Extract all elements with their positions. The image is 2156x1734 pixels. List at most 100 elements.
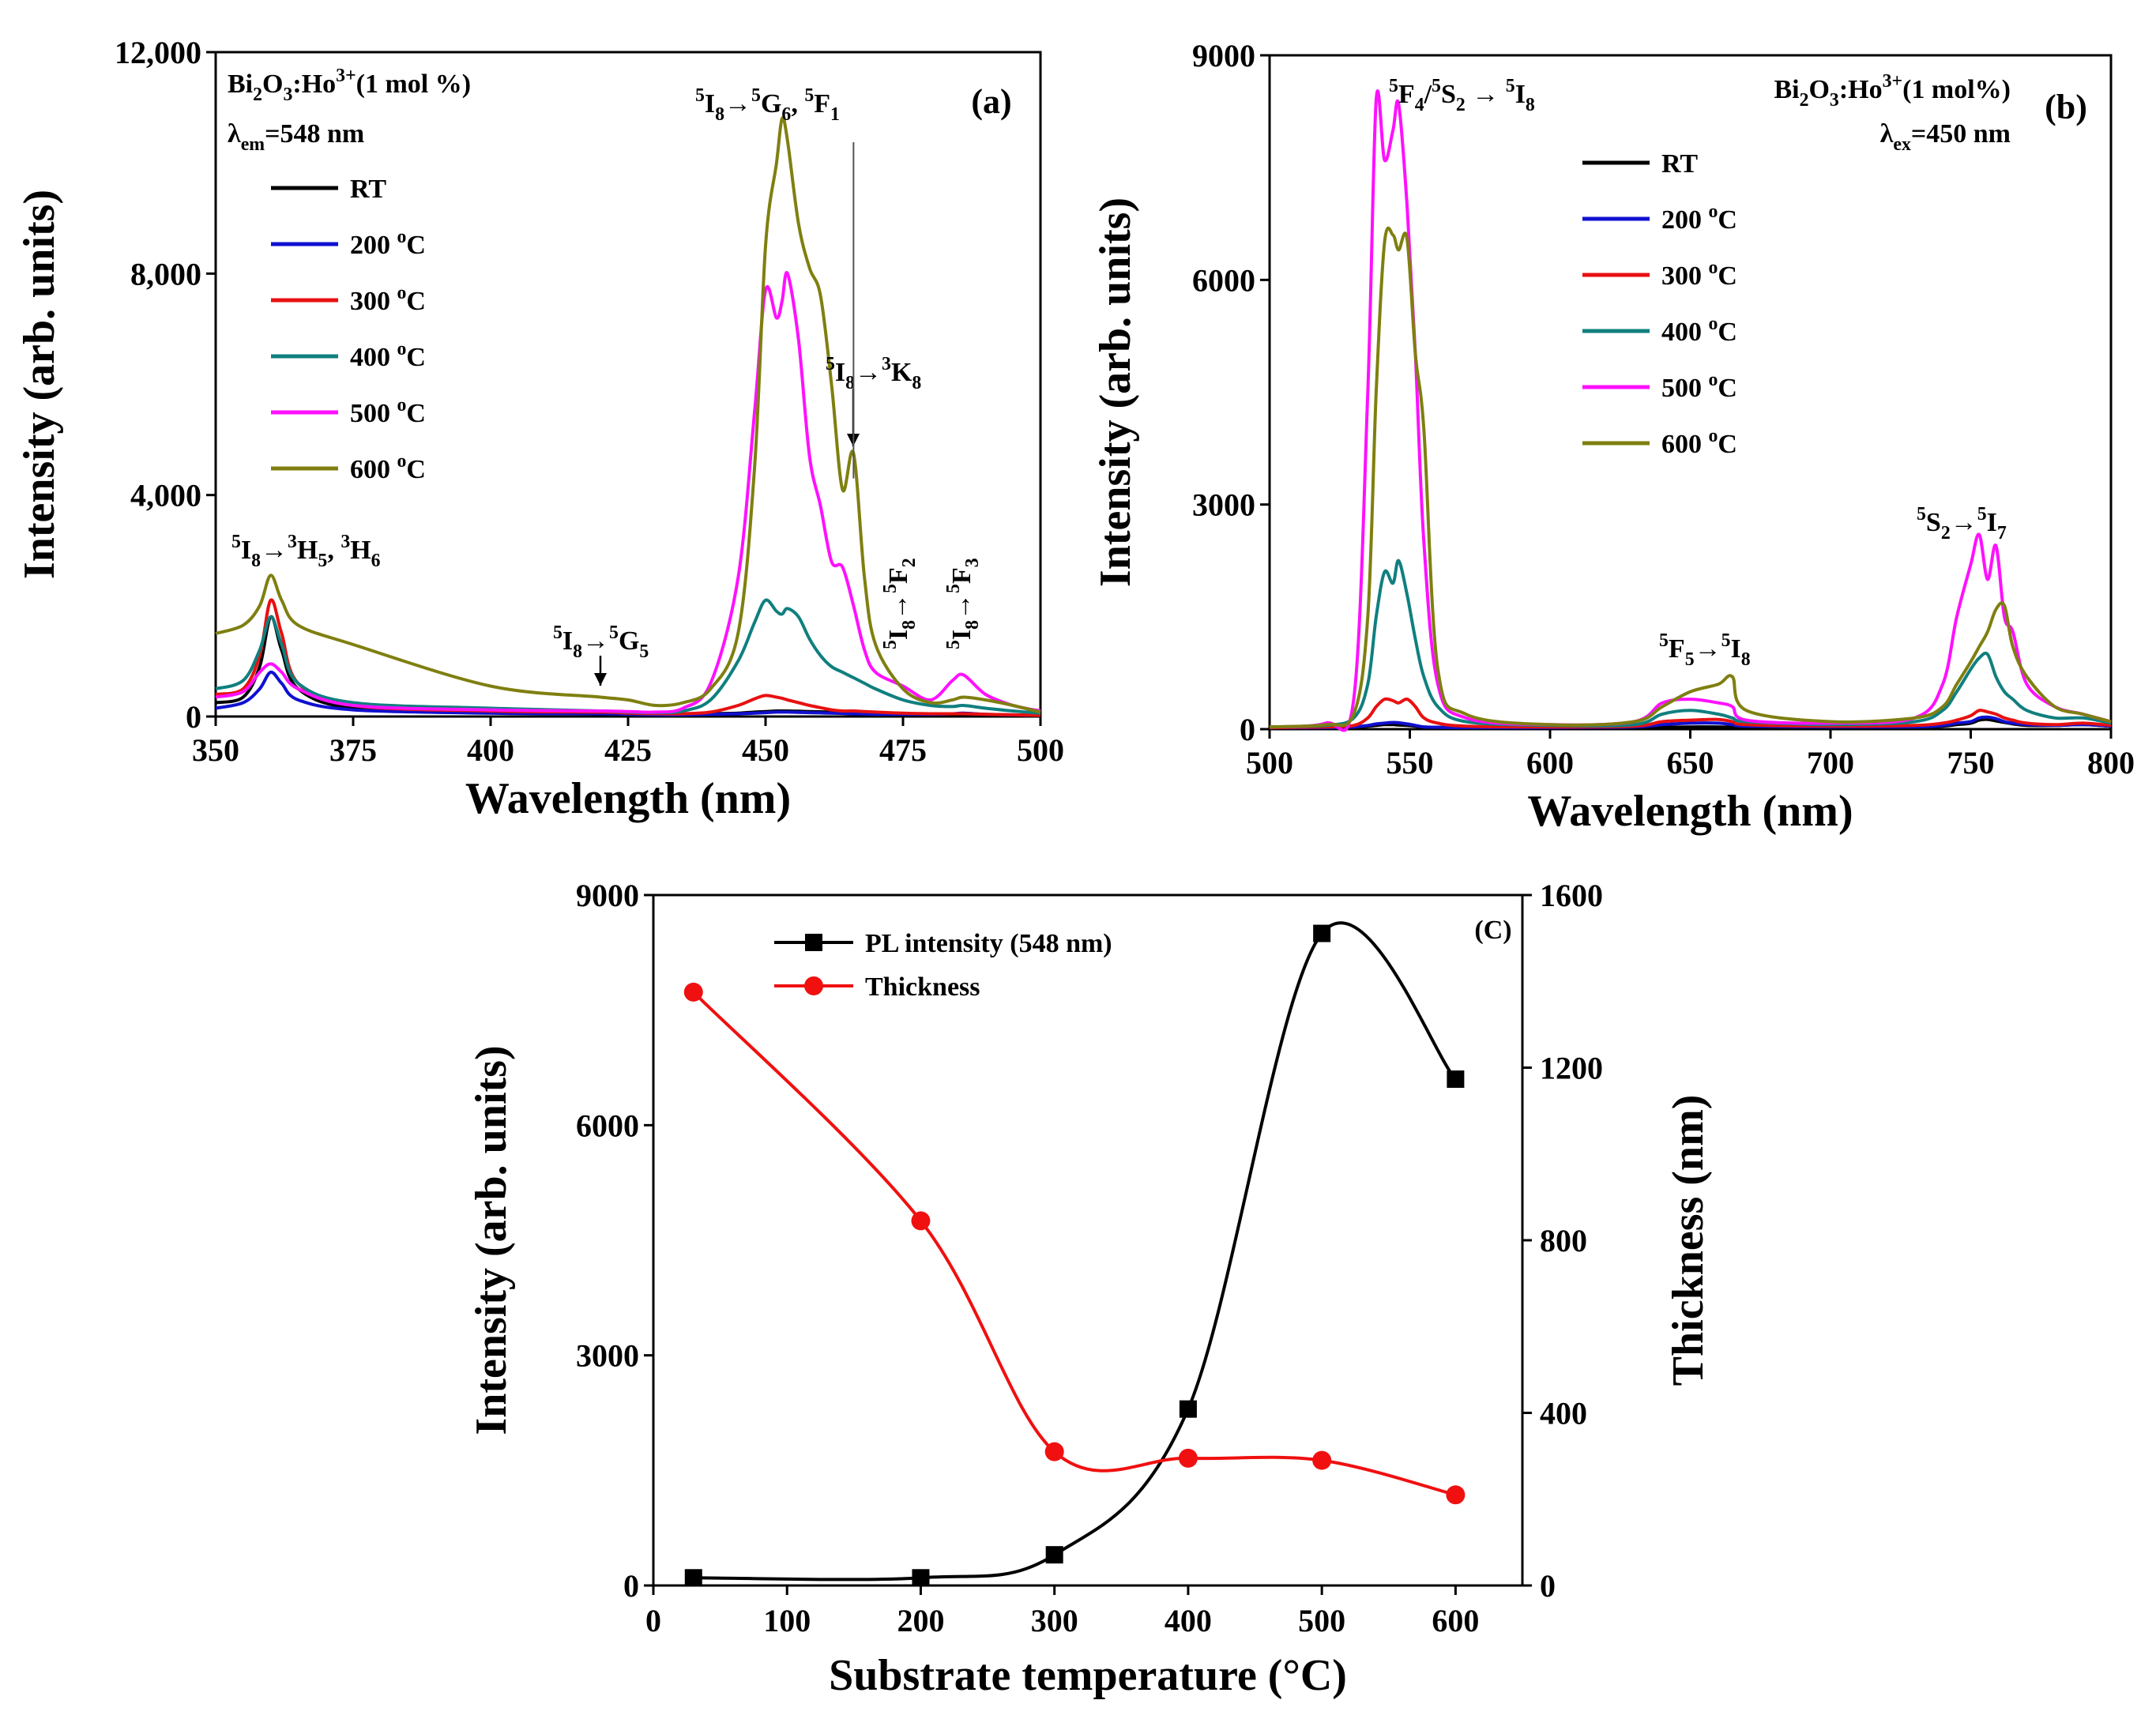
series-line-3: [1269, 697, 2112, 730]
series-line-2: [692, 991, 1456, 1497]
x-tick-label: 750: [1947, 745, 1995, 780]
annotation: 5S2→5I7: [1917, 504, 2007, 544]
x-tick-label: 700: [1807, 745, 1854, 780]
y2-tick-label: 800: [1540, 1223, 1587, 1258]
y-tick-label: 0: [1240, 712, 1255, 747]
legend-label: 500 oC: [1661, 370, 1737, 403]
y2-tick-label: 1600: [1540, 878, 1603, 913]
y-tick-label: 4,000: [130, 478, 201, 513]
series-line-1: [1269, 717, 2112, 730]
y-tick-label: 3000: [576, 1338, 639, 1374]
annotation: 5I8→5G6, 5F1: [695, 85, 840, 125]
data-point-circle: [1044, 1442, 1064, 1461]
legend-label: RT: [1661, 149, 1698, 179]
y-tick-label: 8,000: [130, 256, 201, 292]
x-axis-label: Wavelength (nm): [1527, 787, 1853, 836]
series-line-4: [215, 598, 1041, 715]
panel-label: (a): [971, 82, 1011, 121]
x-tick-label: 475: [879, 732, 927, 768]
y-tick-label: 0: [623, 1568, 639, 1604]
legend-label: Thickness: [865, 972, 980, 1002]
y-tick-label: 9000: [576, 878, 639, 913]
data-point-square: [1313, 924, 1331, 942]
y-axis-label: Intensity (arb. units): [1091, 197, 1140, 587]
y-tick-label: 9000: [1192, 38, 1255, 73]
legend-label: RT: [350, 175, 386, 204]
y2-axis-label: Thickness (nm): [1664, 1095, 1713, 1386]
x-tick-label: 400: [1165, 1603, 1212, 1638]
plot-frame: [652, 893, 1524, 1587]
y2-tick-label: 0: [1540, 1568, 1556, 1604]
x-tick-label: 425: [604, 732, 652, 768]
panel-label: (C): [1474, 916, 1511, 945]
sample-label: Bi2O3:Ho3+(1 mol%): [1774, 71, 2011, 111]
y-axis-label: Intensity (arb. units): [15, 190, 64, 579]
x-axis-label: Substrate temperature (°C): [829, 1651, 1347, 1700]
x-tick-label: 300: [1031, 1603, 1078, 1638]
x-tick-label: 450: [742, 732, 789, 768]
y-tick-label: 0: [186, 699, 201, 735]
data-point-square: [684, 1569, 702, 1587]
legend-label: 400 oC: [1661, 314, 1737, 347]
annotation: 5I8→5F3: [943, 558, 983, 649]
panel-label: (b): [2045, 88, 2087, 126]
data-point-square: [1179, 1400, 1197, 1418]
annotation: 5F4/5S2 → 5I8: [1389, 76, 1535, 115]
x-tick-label: 500: [1017, 732, 1064, 768]
annotation: 5I8→3H5, 3H6: [231, 532, 381, 571]
x-tick-label: 500: [1246, 745, 1293, 780]
x-tick-label: 600: [1432, 1603, 1479, 1638]
x-tick-label: 550: [1387, 745, 1434, 780]
x-tick-label: 600: [1526, 745, 1574, 780]
series-line-4: [1269, 559, 2112, 729]
sample-label: Bi2O3:Ho3+(1 mol %): [228, 66, 471, 105]
legend-label: 500 oC: [350, 395, 426, 428]
y2-tick-label: 1200: [1540, 1051, 1603, 1086]
x-tick-label: 100: [763, 1603, 811, 1638]
y-tick-label: 6000: [1192, 262, 1255, 298]
annotation: 5I8→5G5: [553, 623, 649, 662]
x-axis-label: Wavelength (nm): [465, 774, 791, 823]
y-tick-label: 6000: [576, 1108, 639, 1143]
condition-label: λex=450 nm: [1880, 119, 2011, 155]
x-tick-label: 0: [645, 1603, 661, 1638]
data-point-circle: [1312, 1450, 1332, 1470]
x-tick-label: 200: [897, 1603, 944, 1638]
data-point-square: [912, 1569, 930, 1587]
x-tick-label: 650: [1667, 745, 1714, 780]
legend-marker: [804, 976, 823, 995]
x-tick-label: 375: [329, 732, 377, 768]
legend-marker: [805, 934, 822, 951]
data-point-circle: [1178, 1448, 1198, 1468]
x-tick-label: 800: [2087, 745, 2135, 780]
series-line-5: [215, 271, 1041, 714]
data-point-circle: [683, 982, 703, 1002]
annotation: 5I8→3K8: [826, 354, 921, 393]
legend-label: 200 oC: [350, 227, 426, 260]
legend-label: 400 oC: [350, 339, 426, 372]
condition-label: λem=548 nm: [228, 119, 364, 155]
legend-label: 600 oC: [1661, 426, 1737, 459]
x-tick-label: 400: [467, 732, 514, 768]
series-line-6: [215, 116, 1041, 714]
data-point-square: [1447, 1070, 1465, 1089]
legend-label: 600 oC: [350, 451, 426, 484]
series-line-6: [1269, 226, 2112, 729]
series-line-1: [693, 921, 1457, 1582]
annotation-arrowhead: [594, 673, 607, 686]
series-line-2: [1269, 715, 2112, 730]
legend-label: 200 oC: [1661, 201, 1737, 235]
x-tick-label: 500: [1298, 1603, 1345, 1638]
y-tick-label: 12,000: [115, 35, 201, 70]
data-point-circle: [1446, 1485, 1466, 1505]
panel-a-chart: 350 375 400 425 450 475 500 0 4,000 8,000 12,000 Wa…: [15, 35, 1064, 823]
panel-c-chart: 0 100 200 300 400 500 600030006000900004008001…: [467, 878, 1713, 1700]
panel-b-chart: 500 550 600 650 700 750 800 0 3000 6000 9000 Wavele…: [1091, 38, 2135, 836]
annotation: 5I8→5F2: [880, 558, 920, 649]
y2-tick-label: 400: [1540, 1396, 1587, 1431]
legend-label: PL intensity (548 nm): [865, 929, 1112, 958]
y-tick-label: 3000: [1192, 487, 1255, 523]
annotation: 5F5→5I8: [1659, 630, 1751, 670]
legend-label: 300 oC: [1661, 258, 1737, 291]
